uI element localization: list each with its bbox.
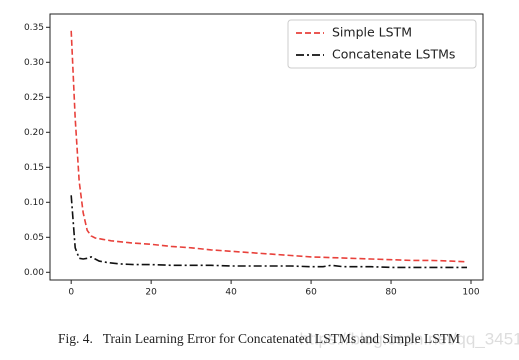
x-tick-label: 40: [225, 288, 237, 298]
caption: Fig. 4. Train Learning Error for Concate…: [58, 331, 460, 346]
y-tick-label: 0.00: [24, 268, 44, 278]
x-tick-label: 60: [305, 288, 317, 298]
x-tick-label: 0: [68, 288, 74, 298]
legend-label: Concatenate LSTMs: [332, 47, 455, 62]
legend-box: [287, 19, 477, 69]
y-tick-label: 0.25: [24, 93, 44, 103]
line: [70, 30, 468, 263]
y-tick-label: 0.15: [24, 163, 44, 173]
y-tick-label: 0.20: [24, 128, 44, 138]
x-tick-label: 100: [462, 288, 479, 298]
y-tick-label: 0.35: [24, 23, 44, 33]
y-tick-label: 0.10: [24, 198, 44, 208]
line: [70, 195, 468, 269]
legend-label: Simple LSTM: [332, 25, 412, 40]
y-tick-label: 0.05: [24, 233, 44, 243]
plot-frame: [49, 13, 484, 281]
x-tick-label: 80: [385, 288, 397, 298]
watermark: https://blog.csdn.net/qq_34514046: [300, 329, 519, 348]
y-tick-label: 0.30: [24, 58, 44, 68]
x-tick-label: 20: [145, 288, 157, 298]
